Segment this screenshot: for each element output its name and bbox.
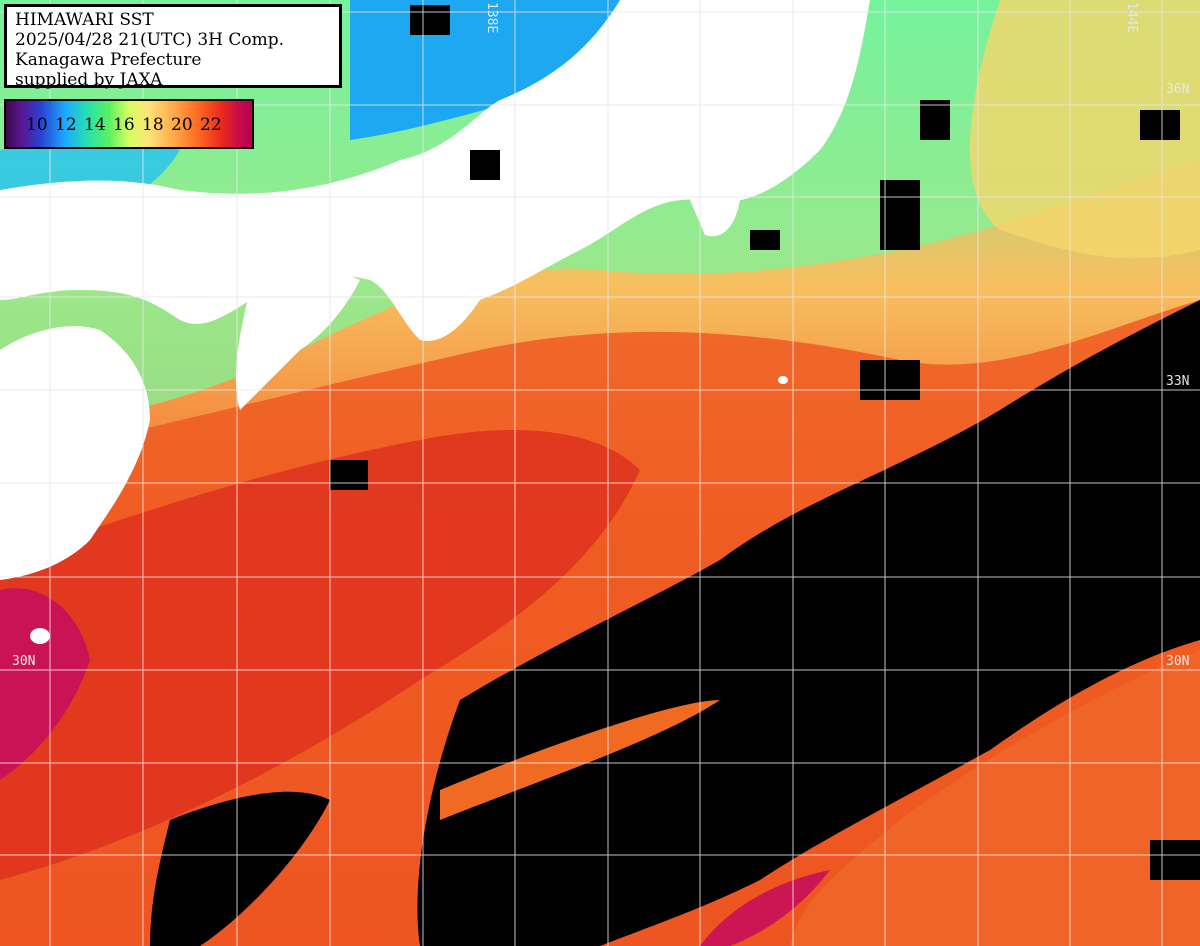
- land-island-small: [778, 376, 788, 384]
- land-izu-peninsula: [690, 185, 740, 237]
- warm-filament-1: [440, 700, 720, 820]
- land-island-yakushima: [30, 628, 50, 644]
- yellow-transition-zone: [970, 0, 1200, 259]
- hot-region-southwest: [0, 588, 90, 780]
- lat-label-30n-right: 30N: [1166, 654, 1190, 669]
- lon-label-144e: 144E: [1124, 2, 1139, 34]
- map-datetime: 2025/04/28 21(UTC) 3H Comp.: [15, 30, 285, 50]
- lat-label-36n: 36N: [1166, 82, 1190, 97]
- colorbar-tick-16: 16: [113, 115, 135, 135]
- no-data-region-south: [417, 300, 1200, 946]
- hot-region-south: [700, 870, 830, 946]
- colorbar-tick-10: 10: [26, 115, 48, 135]
- temperature-colorbar: 10 12 14 16 18 20 22: [4, 99, 254, 149]
- warm-filament-2: [790, 650, 1200, 946]
- map-title: HIMAWARI SST: [15, 10, 154, 30]
- map-info-box: HIMAWARI SST 2025/04/28 21(UTC) 3H Comp.…: [4, 4, 342, 90]
- map-credit: supplied by JAXA: [15, 70, 163, 90]
- colorbar-tick-14: 14: [84, 115, 106, 135]
- lat-label-33n: 33N: [1166, 374, 1190, 389]
- map-region: Kanagawa Prefecture: [15, 50, 202, 70]
- lon-label-top: 138E: [484, 2, 499, 34]
- lat-label-30n-left: 30N: [12, 654, 36, 669]
- land-shikoku: [235, 271, 360, 410]
- colorbar-tick-12: 12: [55, 115, 77, 135]
- no-data-region-southwest: [150, 791, 330, 946]
- land-honshu: [0, 0, 870, 341]
- colorbar-tick-18: 18: [142, 115, 164, 135]
- warm-core-southwest: [0, 430, 640, 880]
- colorbar-tick-20: 20: [171, 115, 193, 135]
- colorbar-tick-22: 22: [200, 115, 222, 135]
- cloud-speckles: [200, 5, 1200, 880]
- colorbar-ticks: 10 12 14 16 18 20 22: [26, 115, 229, 135]
